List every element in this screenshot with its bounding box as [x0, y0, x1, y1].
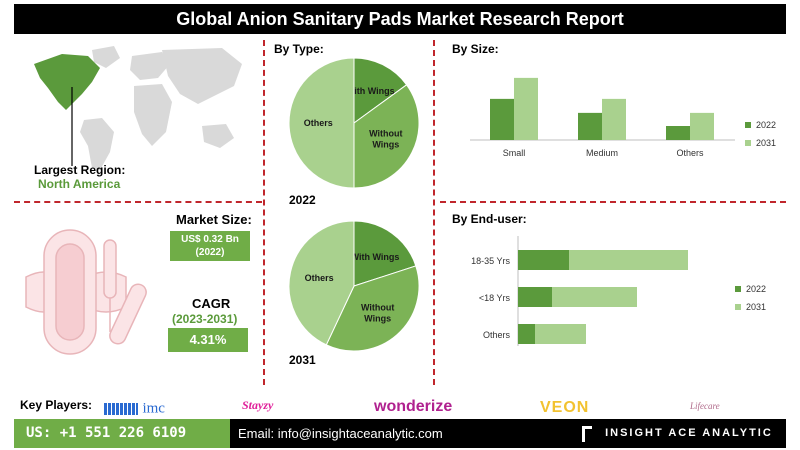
market-size-label: Market Size: [176, 212, 252, 227]
footer-brand: INSIGHT ACE ANALYTIC [570, 419, 786, 448]
enduser-bar-1-1 [552, 287, 637, 307]
pie2022-label-0: With Wings [346, 86, 395, 96]
enduser-bar-1-0 [518, 287, 552, 307]
enduser-legend-label-1: 2031 [746, 302, 766, 312]
market-size-box: US$ 0.32 Bn (2022) [170, 231, 250, 261]
size-bar-0-0 [490, 98, 514, 140]
size-legend-label-0: 2022 [756, 120, 776, 130]
pie2022-slice-1 [353, 84, 420, 189]
pie2031-label-1: Without [361, 302, 394, 312]
logo-imc: imc [104, 400, 165, 416]
cagr-box: 4.31% [168, 328, 248, 352]
pie-2031-year: 2031 [289, 353, 316, 367]
enduser-bar-0-0 [518, 250, 569, 270]
size-category-1: Medium [586, 148, 618, 158]
enduser-legend-label-0: 2022 [746, 284, 766, 294]
applicator [109, 283, 147, 345]
logo-wonderize: wonderize [374, 398, 453, 415]
enduser-bar-2-1 [535, 324, 586, 344]
logo-stayzy: Stayzy [242, 398, 274, 412]
enduser-category-2: Others [483, 330, 511, 340]
size-bar-1-0 [578, 112, 602, 140]
pie2031-slice-1 [325, 265, 420, 352]
pie2031-label-0: With Wings [351, 252, 400, 262]
brand-logo-icon [582, 425, 592, 442]
cagr-period: (2023-2031) [172, 312, 238, 326]
key-players-label: Key Players: [20, 398, 93, 412]
by-enduser-title: By End-user: [452, 212, 527, 226]
bar-chart-size: Small Medium Others 2022 2031 [470, 77, 776, 158]
region-value: North America [38, 177, 121, 191]
by-type-title: By Type: [274, 42, 324, 56]
size-category-2: Others [676, 148, 704, 158]
size-legend-label-1: 2031 [756, 138, 776, 148]
map-south-america [80, 118, 114, 170]
tampon-body [103, 239, 117, 299]
map-north-america [34, 54, 100, 110]
size-category-0: Small [503, 148, 526, 158]
enduser-legend-swatch-1 [735, 304, 741, 310]
market-size-year: (2022) [195, 247, 225, 258]
enduser-bar-2-0 [518, 324, 535, 344]
region-label: Largest Region: [34, 163, 126, 177]
sanitary-pad-illustration [25, 229, 147, 355]
footer-email[interactable]: Email: info@insightaceanalytic.com [230, 419, 570, 448]
pie2031-label-2: Others [305, 273, 334, 283]
market-size-value: US$ 0.32 Bn [181, 234, 239, 245]
pie2022-label-1: Wings [372, 140, 399, 150]
report-title: Global Anion Sanitary Pads Market Resear… [14, 4, 786, 34]
map-africa [134, 84, 172, 146]
pad-core [55, 243, 85, 341]
brand-name: INSIGHT ACE ANALYTIC [605, 427, 773, 439]
size-bar-2-1 [690, 112, 714, 140]
right-divider [440, 201, 786, 203]
pie2022-label-2: Others [304, 118, 333, 128]
size-bar-2-0 [666, 126, 690, 140]
enduser-bar-0-1 [569, 250, 688, 270]
logo-veon: VEON [540, 399, 590, 416]
pie2022-slice-2 [288, 57, 355, 189]
imc-logo-text: imc [142, 400, 165, 417]
world-map [34, 46, 242, 170]
bar-chart-enduser: 18-35 Yrs <18 Yrs Others 2022 2031 [471, 236, 766, 346]
logo-lifecare: Lifecare [690, 401, 720, 411]
divider-left [263, 40, 265, 385]
map-australia [202, 124, 234, 148]
enduser-legend-swatch-0 [735, 286, 741, 292]
by-size-title: By Size: [452, 42, 499, 56]
pie-2022-year: 2022 [289, 193, 316, 207]
map-europe [130, 52, 170, 80]
size-legend-swatch-0 [745, 122, 751, 128]
size-bar-1-1 [602, 98, 626, 140]
cagr-value: 4.31% [189, 332, 227, 347]
pie2022-label-1: Without [369, 129, 402, 139]
map-greenland [92, 46, 120, 68]
enduser-category-1: <18 Yrs [479, 293, 511, 303]
footer-phone[interactable]: US: +1 551 226 6109 [14, 419, 230, 448]
imc-grid-icon [104, 402, 138, 415]
divider-right [433, 40, 435, 385]
pie2031-slice-2 [288, 220, 355, 346]
size-bar-0-1 [514, 77, 538, 140]
pie2022-slice-0 [353, 57, 408, 124]
pie2031-slice-0 [353, 220, 417, 287]
left-divider [14, 201, 262, 203]
cagr-label: CAGR [192, 296, 231, 311]
pie2031-label-1: Wings [364, 313, 391, 323]
map-asia [162, 48, 242, 104]
size-legend-swatch-1 [745, 140, 751, 146]
enduser-category-0: 18-35 Yrs [471, 256, 510, 266]
